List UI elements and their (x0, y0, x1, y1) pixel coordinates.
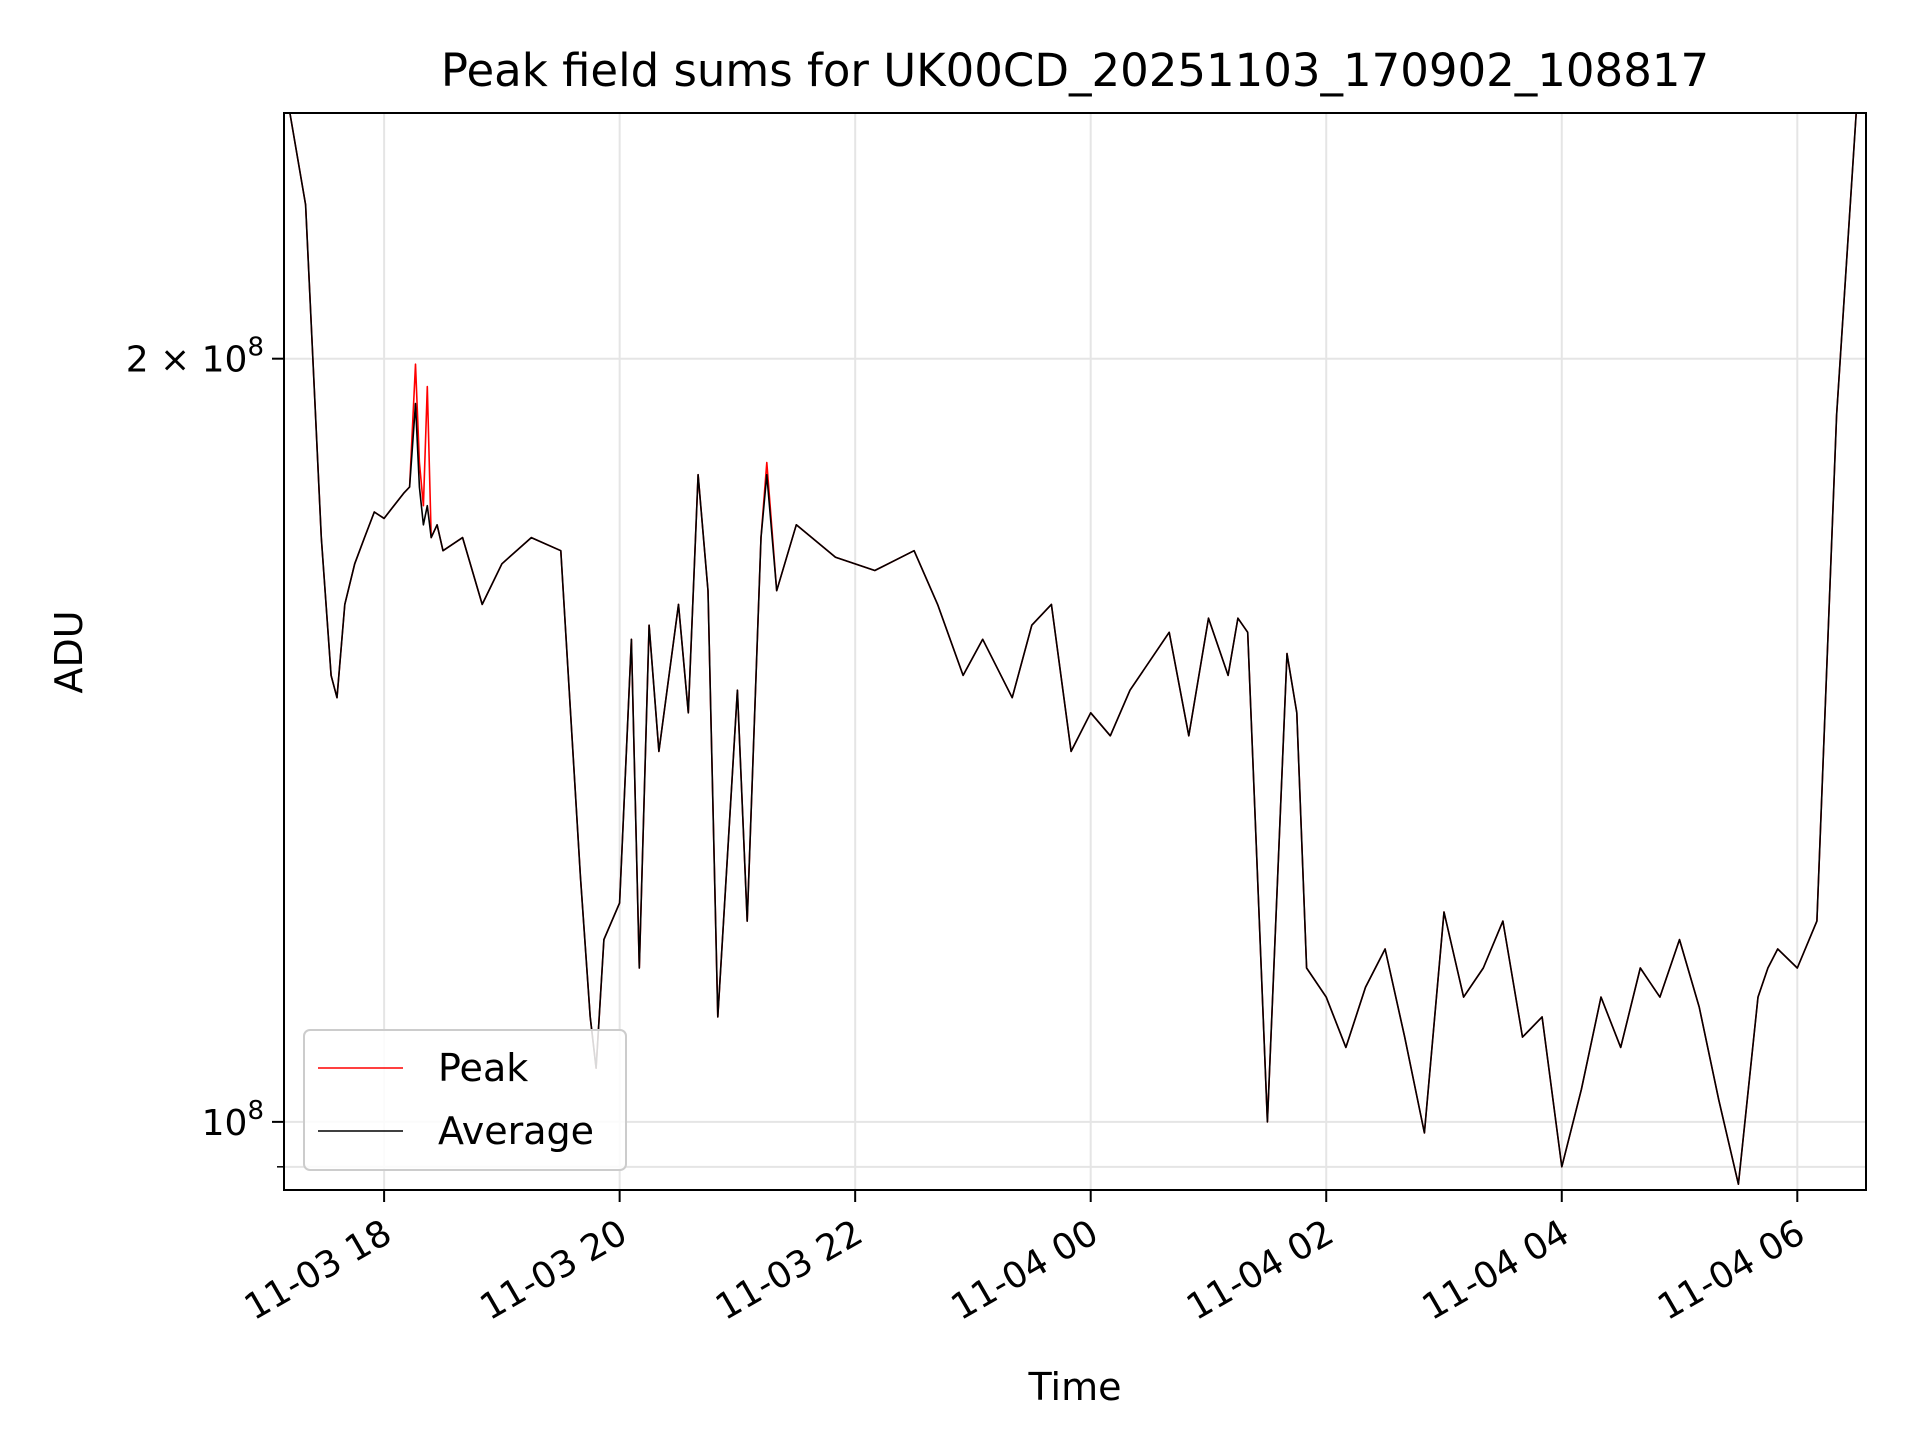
chart-title: Peak field sums for UK00CD_20251103_1709… (441, 44, 1709, 97)
series-line-average (289, 112, 1857, 1185)
series-lines (289, 112, 1857, 1185)
x-axis-label: Time (1028, 1365, 1122, 1409)
legend: Peak Average (303, 1029, 627, 1171)
y-tick-label: 2 × 108 (126, 333, 264, 381)
legend-peak-label: Peak (438, 1046, 528, 1090)
y-tick-label: 108 (202, 1096, 264, 1144)
y-axis-label: ADU (47, 610, 91, 693)
legend-box (303, 1029, 627, 1171)
y-axis: 108 2 × 108 (126, 333, 284, 1168)
grid (284, 113, 1866, 1190)
legend-average-label: Average (438, 1109, 594, 1153)
plot-frame (283, 112, 1867, 1191)
